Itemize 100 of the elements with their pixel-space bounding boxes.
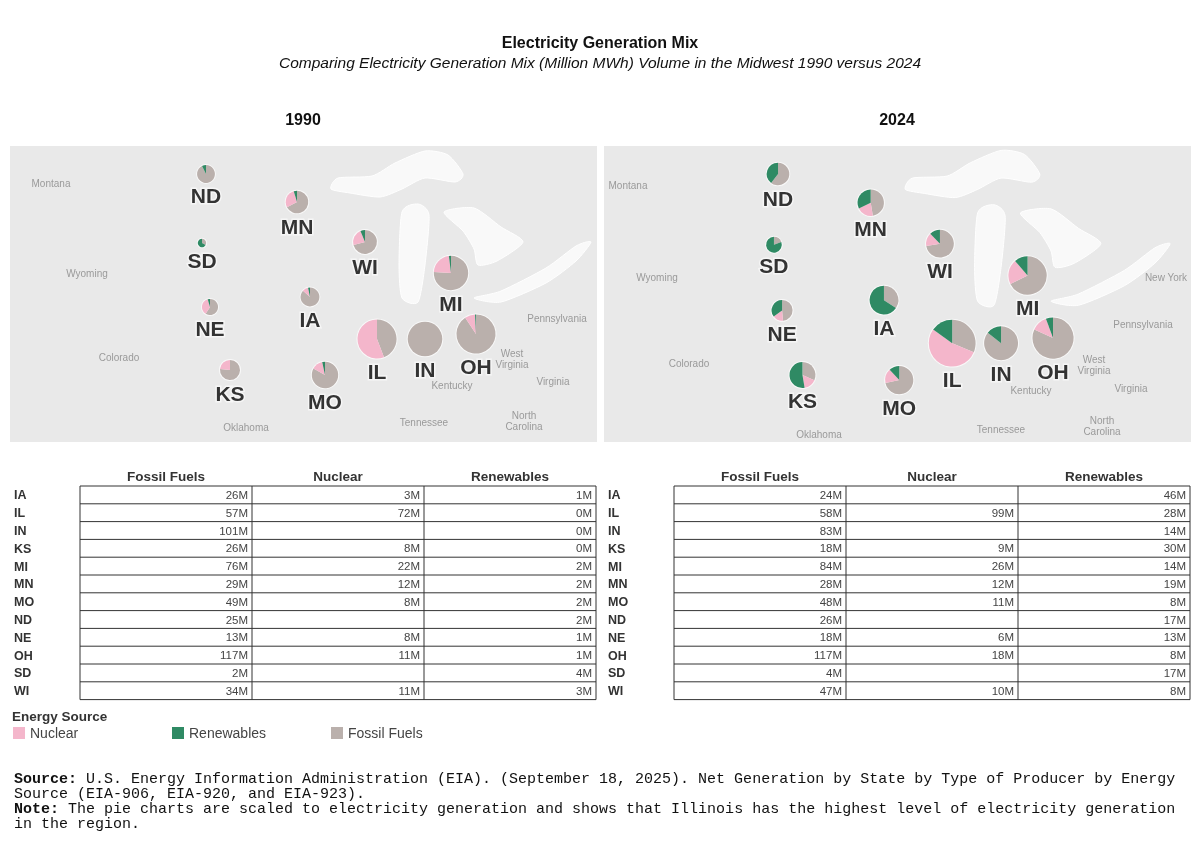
data-label: 22M [397, 560, 420, 573]
data-label: 117M [220, 649, 248, 662]
data-label: 29M [225, 577, 248, 590]
category-label: MI [439, 291, 463, 315]
legend-label: Nuclear [30, 725, 79, 741]
data-label: 3M [576, 684, 592, 697]
data-label: 17M [1163, 666, 1186, 679]
category-label: IN [14, 524, 27, 538]
data-label: 26M [819, 613, 842, 626]
data-label: 26M [225, 542, 248, 555]
text: West Virginia [1077, 354, 1112, 376]
data-label: 19M [1163, 577, 1186, 590]
data-label: 1M [576, 649, 592, 662]
data-label: 57M [225, 506, 248, 519]
data-label: 101M [219, 524, 248, 537]
category-label: SD [187, 248, 217, 272]
category-label: MO [882, 395, 917, 419]
data-label: 24M [819, 488, 842, 501]
category-label: KS [608, 541, 626, 556]
data-label: 9M [998, 542, 1014, 555]
text: New York [1144, 271, 1189, 283]
data-label: 25M [225, 613, 248, 626]
data-label: 1M [576, 631, 592, 644]
text: Fossil Fuels [126, 469, 206, 484]
text: Tennessee [976, 423, 1026, 435]
data-label: 8M [404, 595, 420, 608]
text: Colorado [668, 357, 710, 369]
data-label: 11M [398, 649, 420, 662]
text: Renewables [470, 469, 550, 484]
data-label: 17M [1163, 613, 1186, 626]
text: Nuclear [313, 469, 363, 484]
category-label: IL [367, 360, 387, 384]
category-label: IL [608, 506, 620, 521]
category-label: ND [14, 613, 33, 627]
category-label: MO [308, 389, 342, 413]
data-label: 8M [1170, 684, 1186, 697]
data-label: 8M [1170, 649, 1186, 662]
legend-title: Energy Source [12, 709, 108, 724]
category-label: MI [608, 559, 622, 574]
data-label: 18M [819, 631, 842, 644]
text: West Virginia [495, 348, 530, 370]
category-label: OH [1037, 360, 1069, 384]
text: Kentucky [431, 379, 473, 391]
text: Wyoming [66, 267, 108, 279]
category-label: ND [608, 613, 627, 627]
text: Virginia [1114, 382, 1149, 394]
category-label: KS [14, 541, 32, 556]
data-label: 0M [576, 506, 592, 519]
data-label: 117M [814, 649, 842, 662]
data-label: 4M [576, 666, 592, 679]
data-label: 48M [819, 595, 842, 608]
data-label: 2M [576, 560, 592, 573]
text: North Carolina [1083, 415, 1122, 437]
data-label: 3M [404, 488, 420, 501]
data-label: 83M [819, 524, 842, 537]
category-label: IN [608, 524, 621, 538]
text: Kentucky [1010, 384, 1052, 396]
data-label: 2M [576, 595, 592, 608]
category-label: IN [990, 361, 1012, 385]
text: Montana [31, 177, 71, 189]
data-label: 14M [1163, 560, 1186, 573]
category-label: IA [299, 307, 321, 331]
category-label: MO [608, 595, 629, 610]
text: Nuclear [907, 469, 958, 484]
text: Virginia [536, 375, 571, 387]
text: North Carolina [505, 410, 544, 432]
data-label: 99M [991, 506, 1014, 519]
data-label: 18M [991, 649, 1014, 662]
data-label: 0M [576, 542, 592, 555]
category-label: WI [352, 255, 378, 279]
category-label: NE [767, 322, 797, 346]
data-label: 76M [225, 560, 248, 573]
data-label: 72M [397, 506, 420, 519]
legend-label: Renewables [189, 725, 267, 741]
category-label: ND [762, 186, 794, 210]
data-label: 11M [398, 684, 420, 697]
category-label: WI [608, 684, 624, 699]
text: 1990 [285, 111, 321, 128]
category-label: IA [14, 488, 27, 503]
data-label: 11M [992, 595, 1014, 608]
data-label: 34M [225, 684, 248, 697]
text: Renewables [1064, 469, 1144, 484]
data-label: 0M [576, 524, 592, 537]
category-label: MN [280, 214, 314, 238]
data-label: 13M [225, 631, 248, 644]
category-label: NE [608, 630, 626, 645]
text: Oklahoma [796, 428, 843, 440]
category-label: OH [14, 648, 33, 663]
data-label: 26M [991, 560, 1014, 573]
text: Electricity Generation Mix [501, 34, 699, 51]
text: 2024 [879, 111, 915, 128]
category-label: SD [14, 666, 32, 681]
category-label: IL [942, 368, 962, 392]
category-label: NE [195, 316, 225, 340]
category-label: MN [854, 217, 888, 241]
data-label: 58M [819, 506, 842, 519]
text: Comparing Electricity Generation Mix (Million MWh) Volume in the Midwest 1990 versus 2024 [278, 54, 922, 71]
category-label: IN [414, 357, 436, 381]
data-label: 2M [232, 666, 248, 679]
category-label: IA [873, 316, 895, 340]
